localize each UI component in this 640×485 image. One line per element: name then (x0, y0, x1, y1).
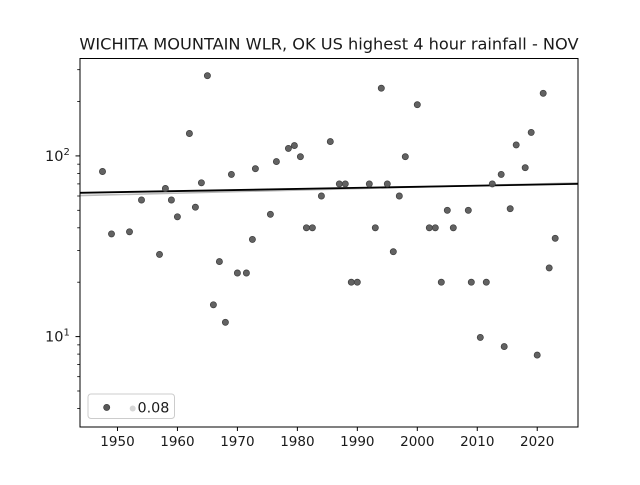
data-point (233, 269, 241, 277)
y-tick-label: 101 (45, 328, 70, 346)
x-tick-label: 1970 (220, 434, 254, 450)
data-point (266, 210, 274, 218)
data-point (99, 168, 106, 175)
data-point (506, 205, 514, 213)
data-point (185, 130, 193, 137)
data-point (326, 138, 334, 146)
data-point (173, 213, 181, 221)
data-point (221, 318, 229, 326)
data-point (500, 343, 508, 351)
data-point (353, 278, 361, 286)
data-point (383, 180, 391, 188)
x-tick-label: 1950 (100, 434, 134, 450)
data-point (347, 278, 355, 286)
x-tick-label: 1990 (340, 434, 374, 450)
data-point (521, 164, 529, 172)
data-point (377, 84, 385, 92)
data-point (551, 234, 559, 242)
data-point (335, 180, 343, 188)
data-point (395, 192, 403, 200)
data-point (296, 153, 304, 161)
data-point (251, 165, 259, 173)
data-point (197, 179, 205, 187)
data-point (272, 158, 280, 166)
legend-marker-dark (103, 403, 111, 411)
y-tick-label: 102 (45, 147, 70, 165)
data-point (203, 72, 211, 80)
data-point (533, 351, 541, 359)
data-point (539, 89, 547, 97)
data-point (512, 141, 520, 149)
data-point (290, 142, 298, 150)
x-tick-label: 1960 (160, 434, 194, 450)
x-tick-label: 2020 (520, 434, 554, 450)
data-point (284, 144, 292, 152)
data-point (443, 206, 451, 214)
data-point (227, 170, 235, 178)
data-point (476, 333, 484, 341)
data-point (425, 224, 433, 232)
data-point (449, 224, 457, 232)
data-point (467, 278, 475, 286)
data-point (209, 301, 217, 309)
data-point (302, 224, 310, 232)
data-point (308, 224, 316, 232)
data-point (167, 196, 175, 204)
data-point (371, 224, 379, 232)
x-tick-label: 2000 (400, 434, 434, 450)
data-point (464, 206, 472, 214)
legend: 0.08 (87, 393, 175, 419)
data-point (545, 264, 553, 272)
data-point (191, 203, 199, 211)
data-point (365, 180, 373, 188)
data-point (413, 101, 421, 109)
trend-black-line (79, 182, 579, 194)
axes-spines (79, 58, 579, 428)
data-point (482, 278, 490, 286)
chart-title: WICHITA MOUNTAIN WLR, OK US highest 4 ho… (79, 35, 578, 54)
data-point (156, 250, 163, 258)
data-point (248, 235, 256, 243)
data-point (437, 278, 445, 286)
data-point (497, 170, 505, 178)
data-point (431, 224, 439, 232)
data-point (138, 196, 145, 204)
data-point (488, 180, 496, 188)
data-point (161, 185, 169, 192)
data-point (527, 128, 535, 136)
data-point (215, 258, 223, 266)
data-point (126, 228, 133, 236)
legend-marker-light (129, 405, 136, 412)
data-point (341, 180, 349, 188)
data-point (242, 269, 250, 277)
legend-label: 0.08 (138, 401, 170, 417)
scatter-points (99, 72, 559, 359)
x-tick-label: 1980 (280, 434, 314, 450)
data-point (108, 230, 115, 238)
data-point (389, 248, 397, 256)
data-point (401, 153, 409, 161)
x-tick-label: 2010 (460, 434, 494, 450)
data-point (317, 192, 325, 200)
